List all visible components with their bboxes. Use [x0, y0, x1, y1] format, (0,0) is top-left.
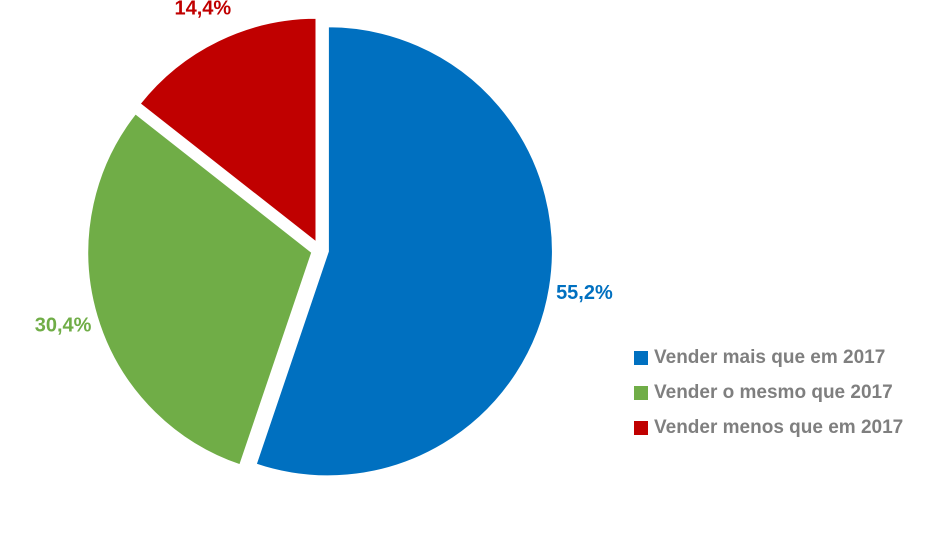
legend-label: Vender o mesmo que 2017	[654, 382, 893, 403]
pie-slice	[138, 16, 318, 245]
legend-swatch	[634, 386, 648, 400]
legend-label: Vender mais que em 2017	[654, 347, 886, 368]
data-label: 30,4%	[35, 315, 92, 337]
pie-slice	[254, 25, 554, 478]
legend-item: Vender menos que em 2017	[634, 412, 924, 443]
legend: Vender mais que em 2017 Vender o mesmo qu…	[634, 342, 924, 447]
legend-swatch	[634, 421, 648, 435]
legend-label: Vender menos que em 2017	[654, 417, 904, 438]
data-label: 14,4%	[174, 0, 231, 19]
pie-slice	[86, 111, 314, 467]
legend-swatch	[634, 351, 648, 365]
legend-item: Vender mais que em 2017	[634, 342, 924, 373]
data-label: 55,2%	[556, 282, 613, 304]
legend-item: Vender o mesmo que 2017	[634, 377, 924, 408]
